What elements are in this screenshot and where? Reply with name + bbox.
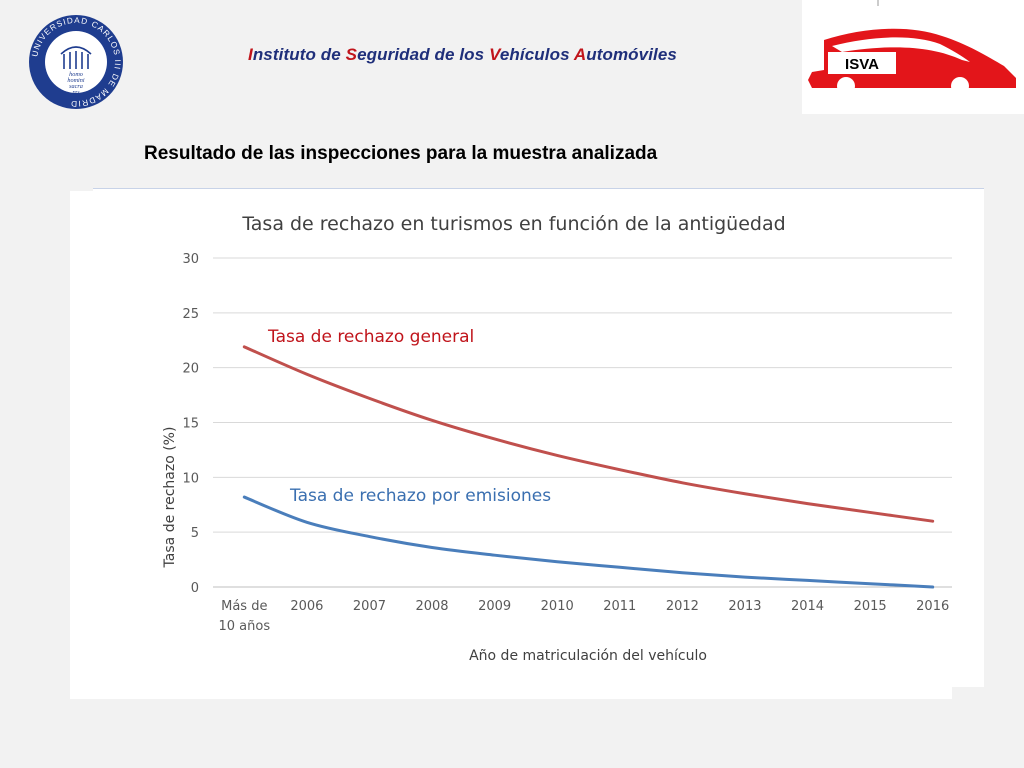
x-tick-label: 2011 xyxy=(603,599,636,614)
x-tick-label: 2013 xyxy=(728,599,761,614)
y-tick-label: 30 xyxy=(182,252,199,267)
university-seal-logo: UNIVERSIDAD CARLOS III DE MADRID homo ho… xyxy=(29,15,123,109)
x-tick-label: 2016 xyxy=(916,599,949,614)
title-initial-letter: V xyxy=(489,45,500,64)
slide-heading: Resultado de las inspecciones para la mu… xyxy=(144,143,658,164)
y-axis-ticks: 0 5 10 15 20 25 30 xyxy=(182,252,199,596)
title-text-segment: nstituto de xyxy=(252,45,346,64)
gridlines xyxy=(213,257,952,588)
x-axis-label: Año de matriculación del vehículo xyxy=(469,648,707,664)
seal-building-icon xyxy=(60,46,92,69)
isva-wheel-front xyxy=(837,77,855,95)
seal-motto-line-3: sacra xyxy=(69,83,83,90)
title-initial-letter: A xyxy=(573,45,587,64)
series-label-emisiones: Tasa de rechazo por emisiones xyxy=(289,486,551,506)
y-tick-label: 0 xyxy=(191,581,199,596)
seal-motto-line-4: res xyxy=(72,89,80,96)
y-tick-label: 15 xyxy=(182,417,199,432)
line-chart: Tasa de rechazo en turismos en función d… xyxy=(70,191,952,699)
x-tick-label: 2009 xyxy=(478,599,511,614)
x-tick-label: 10 años xyxy=(218,619,270,634)
series-lines xyxy=(242,345,935,589)
series-line-general xyxy=(242,345,935,523)
chart-title: Tasa de rechazo en turismos en función d… xyxy=(241,213,785,235)
seal-motto-line-1: homo xyxy=(69,71,83,78)
x-tick-label: 2007 xyxy=(353,599,386,614)
x-tick-label: 2008 xyxy=(415,599,448,614)
isva-wheel-rear xyxy=(951,77,969,95)
x-tick-label: 2010 xyxy=(541,599,574,614)
x-tick-label: 2015 xyxy=(854,599,887,614)
isva-logo-text: ISVA xyxy=(845,56,879,73)
x-tick-label: Más de xyxy=(221,599,267,614)
series-line-emisiones xyxy=(242,495,935,589)
isva-text-box xyxy=(828,52,896,74)
x-axis-ticks: Más de 10 años 2006 2007 2008 2009 2010 2011 201… xyxy=(218,599,949,634)
y-tick-label: 20 xyxy=(182,362,199,377)
x-tick-label: 2014 xyxy=(791,599,824,614)
series-label-general: Tasa de rechazo general xyxy=(267,327,474,347)
title-text-segment: utomóviles xyxy=(586,45,677,64)
title-initial-letter: I xyxy=(248,45,253,64)
institute-title: Instituto de Seguridad de los Vehículos … xyxy=(248,45,677,65)
isva-car-window xyxy=(832,37,970,62)
seal-motto-line-2: homini xyxy=(67,77,84,84)
y-tick-label: 10 xyxy=(182,471,199,486)
title-text-segment: eguridad de los xyxy=(357,45,490,64)
isva-logo: ISVA xyxy=(802,0,1024,114)
y-axis-label: Tasa de rechazo (%) xyxy=(162,427,178,569)
y-tick-label: 5 xyxy=(191,526,199,541)
title-initial-letter: S xyxy=(345,45,358,64)
title-text-segment: ehículos xyxy=(499,45,574,64)
y-tick-label: 25 xyxy=(182,307,199,322)
x-tick-label: 2006 xyxy=(290,599,323,614)
x-tick-label: 2012 xyxy=(666,599,699,614)
